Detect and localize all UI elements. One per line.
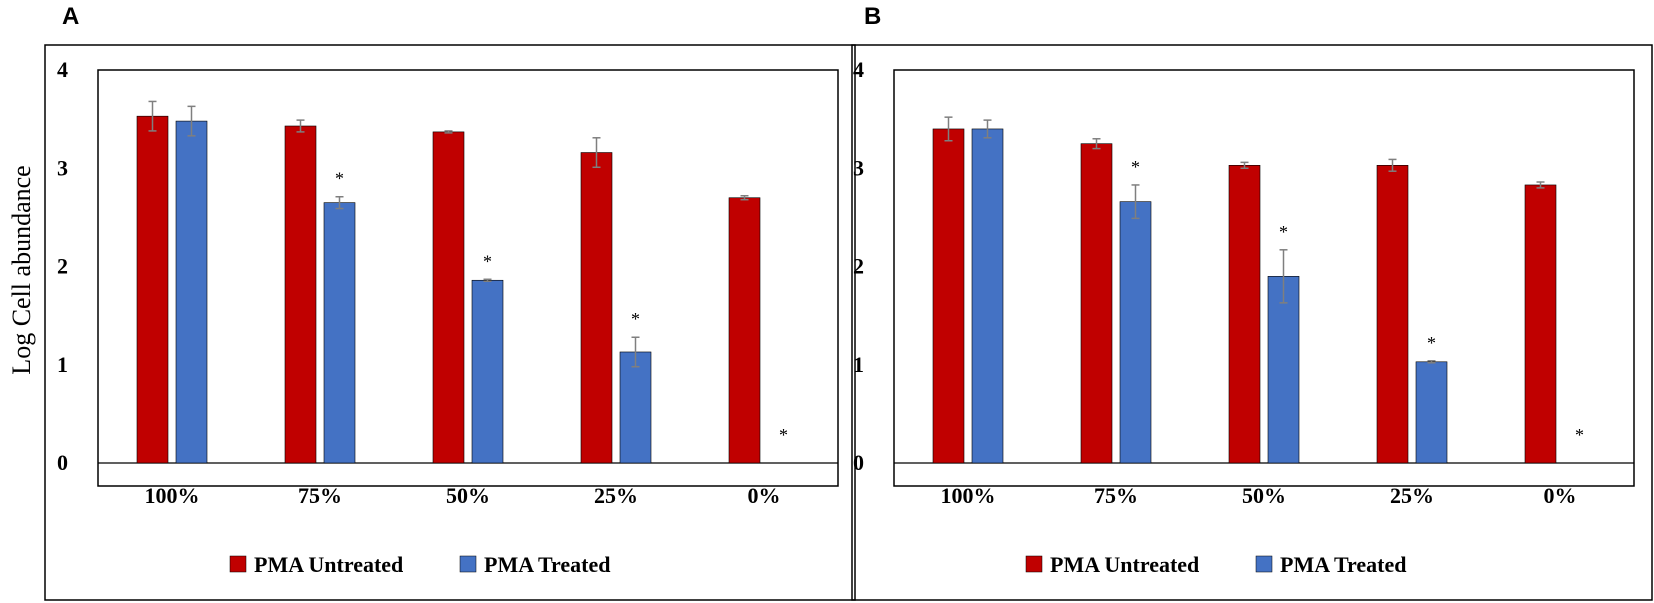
y-tick-label: 0 (853, 450, 864, 475)
significance-star: * (1279, 222, 1288, 242)
significance-star: * (779, 425, 788, 445)
bar-treated-25pct (1415, 361, 1448, 464)
x-tick-label: 25% (1390, 483, 1434, 508)
y-tick-label: 4 (853, 57, 864, 82)
bar-untreated-25pct (1376, 165, 1409, 464)
panel-b-frame (851, 44, 1653, 601)
significance-star: * (1427, 333, 1436, 353)
legend-untreated-swatch (229, 555, 247, 573)
legend-untreated-label: PMA Untreated (1050, 552, 1199, 577)
bar-treated-25pct (619, 351, 652, 464)
panel-a-letter: A (62, 3, 79, 30)
panel-b-legend: PMA Untreated PMA Treated (1025, 552, 1406, 577)
panel-a-plot-area (97, 69, 839, 487)
x-tick-label: 75% (298, 483, 342, 508)
bar-treated-100pct (175, 120, 208, 464)
bar-untreated-25pct (580, 152, 613, 464)
panel-b: B 0 1 2 3 4 100% 75% * 50% * 25% * 0% * PMA Untreated… (851, 3, 1653, 601)
legend-treated-label: PMA Treated (1280, 552, 1406, 577)
y-axis-label: Log Cell abundance (7, 165, 36, 374)
bar-treated-75pct (323, 202, 356, 464)
significance-star: * (1131, 157, 1140, 177)
legend-treated-swatch (459, 555, 477, 573)
panel-a: A Log Cell abundance 0 1 2 3 4 100% 75% * 50% * 25… (7, 3, 856, 601)
x-tick-label: 75% (1094, 483, 1138, 508)
bar-untreated-50pct (1228, 165, 1261, 464)
bar-untreated-0pct (728, 197, 761, 464)
bar-untreated-75pct (1080, 143, 1113, 464)
bar-untreated-0pct (1524, 184, 1557, 464)
panel-b-letter: B (864, 3, 881, 30)
x-tick-label: 100% (941, 483, 996, 508)
x-tick-label: 50% (1242, 483, 1286, 508)
y-tick-label: 4 (57, 57, 68, 82)
significance-star: * (1575, 425, 1584, 445)
y-tick-label: 1 (853, 352, 864, 377)
bar-untreated-100pct (932, 128, 965, 464)
significance-star: * (631, 309, 640, 329)
bar-treated-100pct (971, 128, 1004, 464)
y-tick-label: 1 (57, 352, 68, 377)
y-tick-label: 2 (57, 254, 68, 279)
panel-a-frame (44, 44, 856, 601)
bar-untreated-50pct (432, 131, 465, 464)
significance-star: * (483, 251, 492, 271)
x-tick-label: 100% (145, 483, 200, 508)
bar-treated-50pct (1267, 276, 1300, 464)
y-tick-label: 0 (57, 450, 68, 475)
significance-star: * (335, 169, 344, 189)
x-tick-label: 0% (1544, 483, 1577, 508)
y-tick-label: 3 (57, 155, 68, 180)
bar-treated-50pct (471, 279, 504, 464)
panel-b-plot-area (893, 69, 1635, 487)
legend-untreated-label: PMA Untreated (254, 552, 403, 577)
bar-treated-75pct (1119, 201, 1152, 464)
panel-b-plot: 0 1 2 3 4 100% 75% * 50% * 25% * 0% * (853, 57, 1634, 508)
legend-untreated-swatch (1025, 555, 1043, 573)
bar-untreated-75pct (284, 125, 317, 464)
y-tick-label: 3 (853, 155, 864, 180)
legend-treated-label: PMA Treated (484, 552, 610, 577)
panel-a-legend: PMA Untreated PMA Treated (229, 552, 610, 577)
x-tick-label: 50% (446, 483, 490, 508)
x-tick-label: 0% (748, 483, 781, 508)
panel-a-plot: 0 1 2 3 4 100% 75% * 50% * 25% * 0% * (57, 57, 838, 508)
bar-untreated-100pct (136, 115, 169, 464)
x-tick-label: 25% (594, 483, 638, 508)
legend-treated-swatch (1255, 555, 1273, 573)
y-tick-label: 2 (853, 254, 864, 279)
